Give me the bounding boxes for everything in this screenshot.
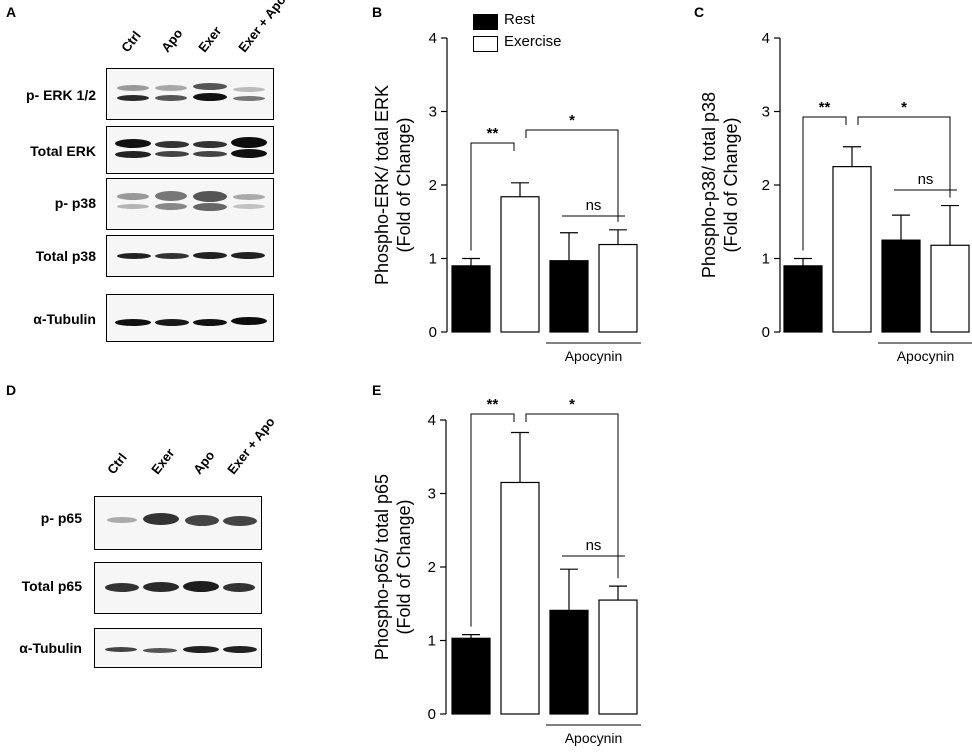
significance-label: * bbox=[569, 112, 575, 129]
y-tick-label: 2 bbox=[429, 177, 437, 194]
bar bbox=[500, 481, 540, 715]
group-label: Apocynin bbox=[565, 348, 623, 364]
chart-panel-c: 0 1 2 3 4 Phospho-p38/ total p38 (Fold of Chan… bbox=[699, 30, 972, 364]
y-tick-label: 1 bbox=[762, 251, 770, 268]
blot-a-row-label: p- ERK 1/2 bbox=[25, 87, 96, 103]
panel-letter-c: C bbox=[694, 4, 705, 20]
blot-a-row-label: Total ERK bbox=[30, 143, 96, 159]
legend-swatch-exercise bbox=[473, 36, 498, 52]
panel-letter-e: E bbox=[372, 382, 382, 398]
legend-label-rest: Rest bbox=[504, 11, 535, 28]
bar bbox=[832, 166, 872, 333]
significance-bracket bbox=[525, 413, 619, 579]
panel-letter-b: B bbox=[372, 4, 383, 20]
chart-panel-b: 0 1 2 3 4 Phospho-ERK/ total ERK (Fold of Chan… bbox=[372, 30, 641, 364]
y-axis-label: Phospho-p38/ total p38 (Fold of Change) bbox=[699, 92, 741, 278]
bar bbox=[500, 196, 540, 333]
blot-strip-p-p38 bbox=[106, 178, 274, 230]
significance-label: ** bbox=[487, 396, 499, 413]
bar bbox=[881, 239, 921, 333]
chart-panel-e: 0 1 2 3 4 Phospho-p65/ total p65 (Fold of Chan… bbox=[372, 396, 641, 746]
y-tick-label: 4 bbox=[428, 412, 436, 429]
significance-label: * bbox=[569, 396, 575, 413]
bar bbox=[783, 265, 823, 333]
significance-label: ns bbox=[586, 197, 602, 214]
y-tick-label: 1 bbox=[428, 633, 436, 650]
blot-strip-p-erk bbox=[106, 68, 274, 120]
significance-label: * bbox=[901, 99, 907, 116]
y-tick-label: 1 bbox=[429, 251, 437, 268]
bar bbox=[451, 637, 491, 715]
significance-bracket bbox=[470, 142, 515, 251]
significance-label: ** bbox=[819, 99, 831, 116]
y-tick-label: 4 bbox=[429, 30, 437, 47]
y-tick-label: 0 bbox=[428, 706, 436, 723]
bar bbox=[549, 609, 589, 715]
y-axis-label: Phospho-p65/ total p65 (Fold of Change) bbox=[372, 474, 414, 660]
y-axis-label: Phospho-ERK/ total ERK (Fold of Change) bbox=[372, 85, 414, 285]
panel-letter-a: A bbox=[6, 4, 17, 20]
blot-a-row-label: p- p38 bbox=[54, 195, 96, 211]
significance-bracket bbox=[470, 413, 515, 627]
y-tick-label: 3 bbox=[762, 104, 770, 121]
y-tick-label: 4 bbox=[762, 30, 770, 47]
y-tick-label: 3 bbox=[429, 104, 437, 121]
bar bbox=[598, 599, 638, 715]
significance-label: ** bbox=[487, 125, 499, 142]
significance-bracket bbox=[802, 116, 847, 251]
blot-d-row-label: p- p65 bbox=[40, 510, 82, 526]
legend-label-exercise: Exercise bbox=[504, 33, 562, 50]
significance-label: ns bbox=[586, 537, 602, 554]
y-tick-label: 2 bbox=[762, 177, 770, 194]
group-label: Apocynin bbox=[565, 730, 623, 746]
y-tick-label: 2 bbox=[428, 559, 436, 576]
blot-strip-p-p65 bbox=[94, 496, 262, 550]
significance-label: ns bbox=[918, 171, 934, 188]
blot-strip-tubulin-d bbox=[94, 628, 262, 668]
group-label: Apocynin bbox=[897, 348, 955, 364]
significance-bracket bbox=[857, 116, 951, 198]
bar bbox=[549, 260, 589, 333]
bar bbox=[451, 265, 491, 333]
blot-strip-tubulin-a bbox=[106, 294, 274, 342]
blot-strip-total-p38 bbox=[106, 235, 274, 277]
bar bbox=[930, 244, 970, 333]
y-tick-label: 0 bbox=[429, 324, 437, 341]
blot-strip-total-p65 bbox=[94, 562, 262, 614]
blot-d-row-label: Total p65 bbox=[21, 578, 82, 594]
y-tick-label: 0 bbox=[762, 324, 770, 341]
legend-swatch-rest bbox=[473, 14, 498, 30]
significance-bracket bbox=[525, 129, 619, 222]
blot-strip-total-erk bbox=[106, 126, 274, 174]
y-tick-label: 3 bbox=[428, 486, 436, 503]
bar bbox=[598, 243, 638, 333]
panel-letter-d: D bbox=[6, 382, 17, 398]
blot-d-row-label: α-Tubulin bbox=[19, 640, 82, 656]
blot-a-row-label: Total p38 bbox=[35, 248, 96, 264]
blot-a-row-label: α-Tubulin bbox=[33, 311, 96, 327]
